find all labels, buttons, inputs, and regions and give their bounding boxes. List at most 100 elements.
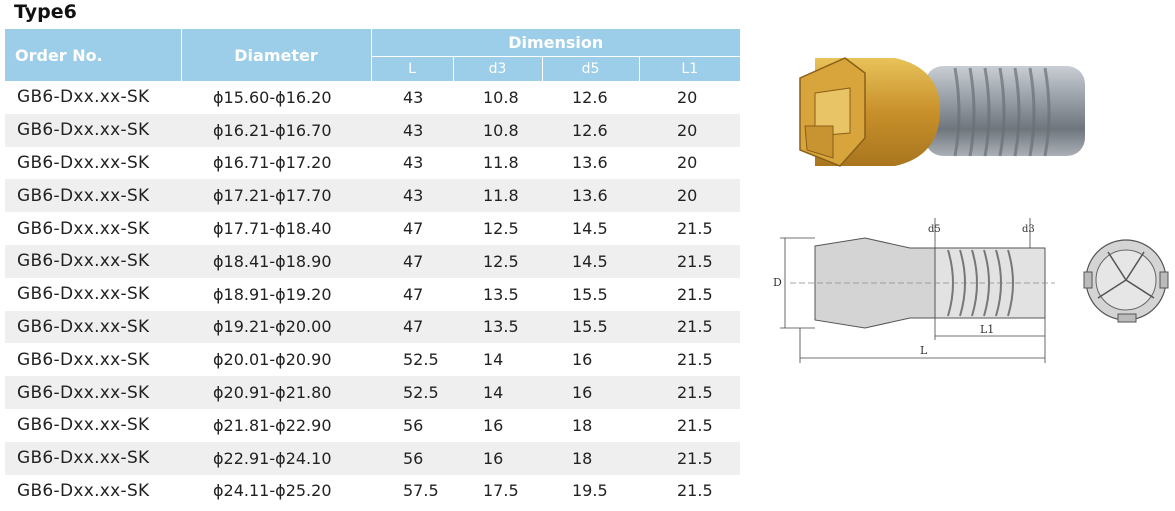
length-cell: 47 <box>403 219 424 239</box>
order-no-cell: GB6-Dxx.xx-SK <box>17 218 150 239</box>
d3-cell: 11.8 <box>483 153 519 173</box>
table-row: GB6-Dxx.xx-SK ϕ24.11-ϕ25.20 57.5 17.5 19.5 21… <box>5 475 740 508</box>
header-d3: d3 <box>453 55 543 81</box>
table-row: GB6-Dxx.xx-SK ϕ21.81-ϕ22.90 56 16 18 21.5 <box>5 409 740 442</box>
table-row: GB6-Dxx.xx-SK ϕ16.21-ϕ16.70 43 10.8 12.6 20 <box>5 113 741 147</box>
order-no-cell: GB6-Dxx.xx-SK <box>5 441 181 475</box>
length-cell: 52.5 <box>371 376 453 409</box>
d3-cell: 11.8 <box>453 179 542 213</box>
product-photo <box>799 57 1085 167</box>
label-d5: d5 <box>928 224 941 235</box>
d5-cell: 18 <box>542 441 639 475</box>
length-cell: 47 <box>371 310 453 344</box>
diameter-cell: ϕ24.11-ϕ25.20 <box>213 481 332 501</box>
d5-cell: 15.5 <box>542 310 639 344</box>
d3-cell: 14 <box>483 350 504 370</box>
length-cell: 43 <box>371 179 453 213</box>
d3-cell: 13.5 <box>483 284 519 304</box>
table-row: GB6-Dxx.xx-SK ϕ20.91-ϕ21.80 52.5 14 16 21.5 <box>5 376 741 409</box>
d3-cell: 14 <box>453 376 542 409</box>
length-cell: 47 <box>403 284 424 304</box>
order-no-cell: GB6-Dxx.xx-SK <box>17 284 150 305</box>
l1-cell: 21.5 <box>677 481 713 501</box>
table-row: GB6-Dxx.xx-SK ϕ20.01-ϕ20.90 52.5 14 16 21.5 <box>5 343 740 376</box>
d3-cell: 13.5 <box>453 310 542 344</box>
length-cell: 56 <box>371 441 453 475</box>
d5-cell: 16 <box>542 376 639 409</box>
table-row: GB6-Dxx.xx-SK ϕ15.60-ϕ16.20 43 10.8 12.6 20 <box>5 81 740 114</box>
header-order-no: Order No. <box>5 29 182 81</box>
length-cell: 43 <box>403 153 424 173</box>
l1-cell: 20 <box>677 87 698 107</box>
header-L1: L1 <box>639 55 741 81</box>
label-D: D <box>773 276 782 289</box>
label-L: L <box>920 344 928 357</box>
spec-table: Order No. Diameter Dimension L d3 d5 L1 … <box>5 29 741 508</box>
d3-cell: 10.8 <box>483 87 519 107</box>
l1-cell: 21.5 <box>639 376 741 409</box>
d3-cell: 10.8 <box>453 113 542 147</box>
order-no-cell: GB6-Dxx.xx-SK <box>5 310 181 344</box>
d5-cell: 15.5 <box>572 284 608 304</box>
header-diameter: Diameter <box>181 29 372 81</box>
order-no-cell: GB6-Dxx.xx-SK <box>5 179 181 213</box>
diameter-cell: ϕ15.60-ϕ16.20 <box>213 87 332 107</box>
length-cell: 56 <box>403 415 424 435</box>
l1-cell: 21.5 <box>639 441 741 475</box>
l1-cell: 20 <box>639 179 741 213</box>
diameter-cell: ϕ16.71-ϕ17.20 <box>213 153 332 173</box>
diameter-cell: ϕ21.81-ϕ22.90 <box>213 415 332 435</box>
l1-cell: 21.5 <box>677 284 713 304</box>
order-no-cell: GB6-Dxx.xx-SK <box>17 349 150 370</box>
table-row: GB6-Dxx.xx-SK ϕ17.71-ϕ18.40 47 12.5 14.5 21.5 <box>5 212 740 245</box>
diameter-cell: ϕ20.91-ϕ21.80 <box>181 376 371 409</box>
diameter-cell: ϕ18.41-ϕ18.90 <box>181 244 371 278</box>
d5-cell: 14.5 <box>572 219 608 239</box>
length-cell: 52.5 <box>403 350 439 370</box>
table-row: GB6-Dxx.xx-SK ϕ22.91-ϕ24.10 56 16 18 21.5 <box>5 441 741 475</box>
d3-cell: 16 <box>483 415 504 435</box>
table-row: GB6-Dxx.xx-SK ϕ17.21-ϕ17.70 43 11.8 13.6 20 <box>5 179 741 213</box>
table-row: GB6-Dxx.xx-SK ϕ16.71-ϕ17.20 43 11.8 13.6 20 <box>5 147 740 180</box>
diameter-cell: ϕ17.71-ϕ18.40 <box>213 219 332 239</box>
d5-cell: 12.6 <box>542 113 639 147</box>
l1-cell: 20 <box>677 153 698 173</box>
d3-cell: 17.5 <box>483 481 519 501</box>
d3-cell: 16 <box>453 441 542 475</box>
technical-drawing: D L L1 d5 d3 <box>773 218 1055 363</box>
l1-cell: 21.5 <box>639 244 741 278</box>
header-dimension: Dimension <box>371 29 741 57</box>
l1-cell: 20 <box>639 113 741 147</box>
d5-cell: 12.6 <box>572 87 608 107</box>
order-no-cell: GB6-Dxx.xx-SK <box>5 244 181 278</box>
diameter-cell: ϕ17.21-ϕ17.70 <box>181 179 371 213</box>
label-L1: L1 <box>980 323 994 336</box>
header-d5: d5 <box>542 55 640 81</box>
table-row: GB6-Dxx.xx-SK ϕ18.91-ϕ19.20 47 13.5 15.5 21.5 <box>5 278 740 311</box>
label-d3: d3 <box>1022 224 1035 235</box>
order-no-cell: GB6-Dxx.xx-SK <box>17 87 150 108</box>
diameter-cell: ϕ18.91-ϕ19.20 <box>213 284 332 304</box>
l1-cell: 21.5 <box>677 219 713 239</box>
table-body: GB6-Dxx.xx-SK ϕ15.60-ϕ16.20 43 10.8 12.6 20 GB… <box>5 81 741 508</box>
length-cell: 47 <box>371 244 453 278</box>
order-no-cell: GB6-Dxx.xx-SK <box>5 113 181 147</box>
l1-cell: 21.5 <box>639 310 741 344</box>
order-no-cell: GB6-Dxx.xx-SK <box>5 376 181 409</box>
length-cell: 43 <box>403 87 424 107</box>
d5-cell: 19.5 <box>572 481 608 501</box>
length-cell: 43 <box>371 113 453 147</box>
order-no-cell: GB6-Dxx.xx-SK <box>17 415 150 436</box>
l1-cell: 21.5 <box>677 415 713 435</box>
d5-cell: 14.5 <box>542 244 639 278</box>
diameter-cell: ϕ22.91-ϕ24.10 <box>181 441 371 475</box>
page-title: Type6 <box>14 1 77 23</box>
length-cell: 57.5 <box>403 481 439 501</box>
diameter-cell: ϕ19.21-ϕ20.00 <box>181 310 371 344</box>
diameter-cell: ϕ16.21-ϕ16.70 <box>181 113 371 147</box>
d5-cell: 16 <box>572 350 593 370</box>
d3-cell: 12.5 <box>453 244 542 278</box>
d5-cell: 18 <box>572 415 593 435</box>
order-no-cell: GB6-Dxx.xx-SK <box>17 152 150 173</box>
l1-cell: 21.5 <box>677 350 713 370</box>
